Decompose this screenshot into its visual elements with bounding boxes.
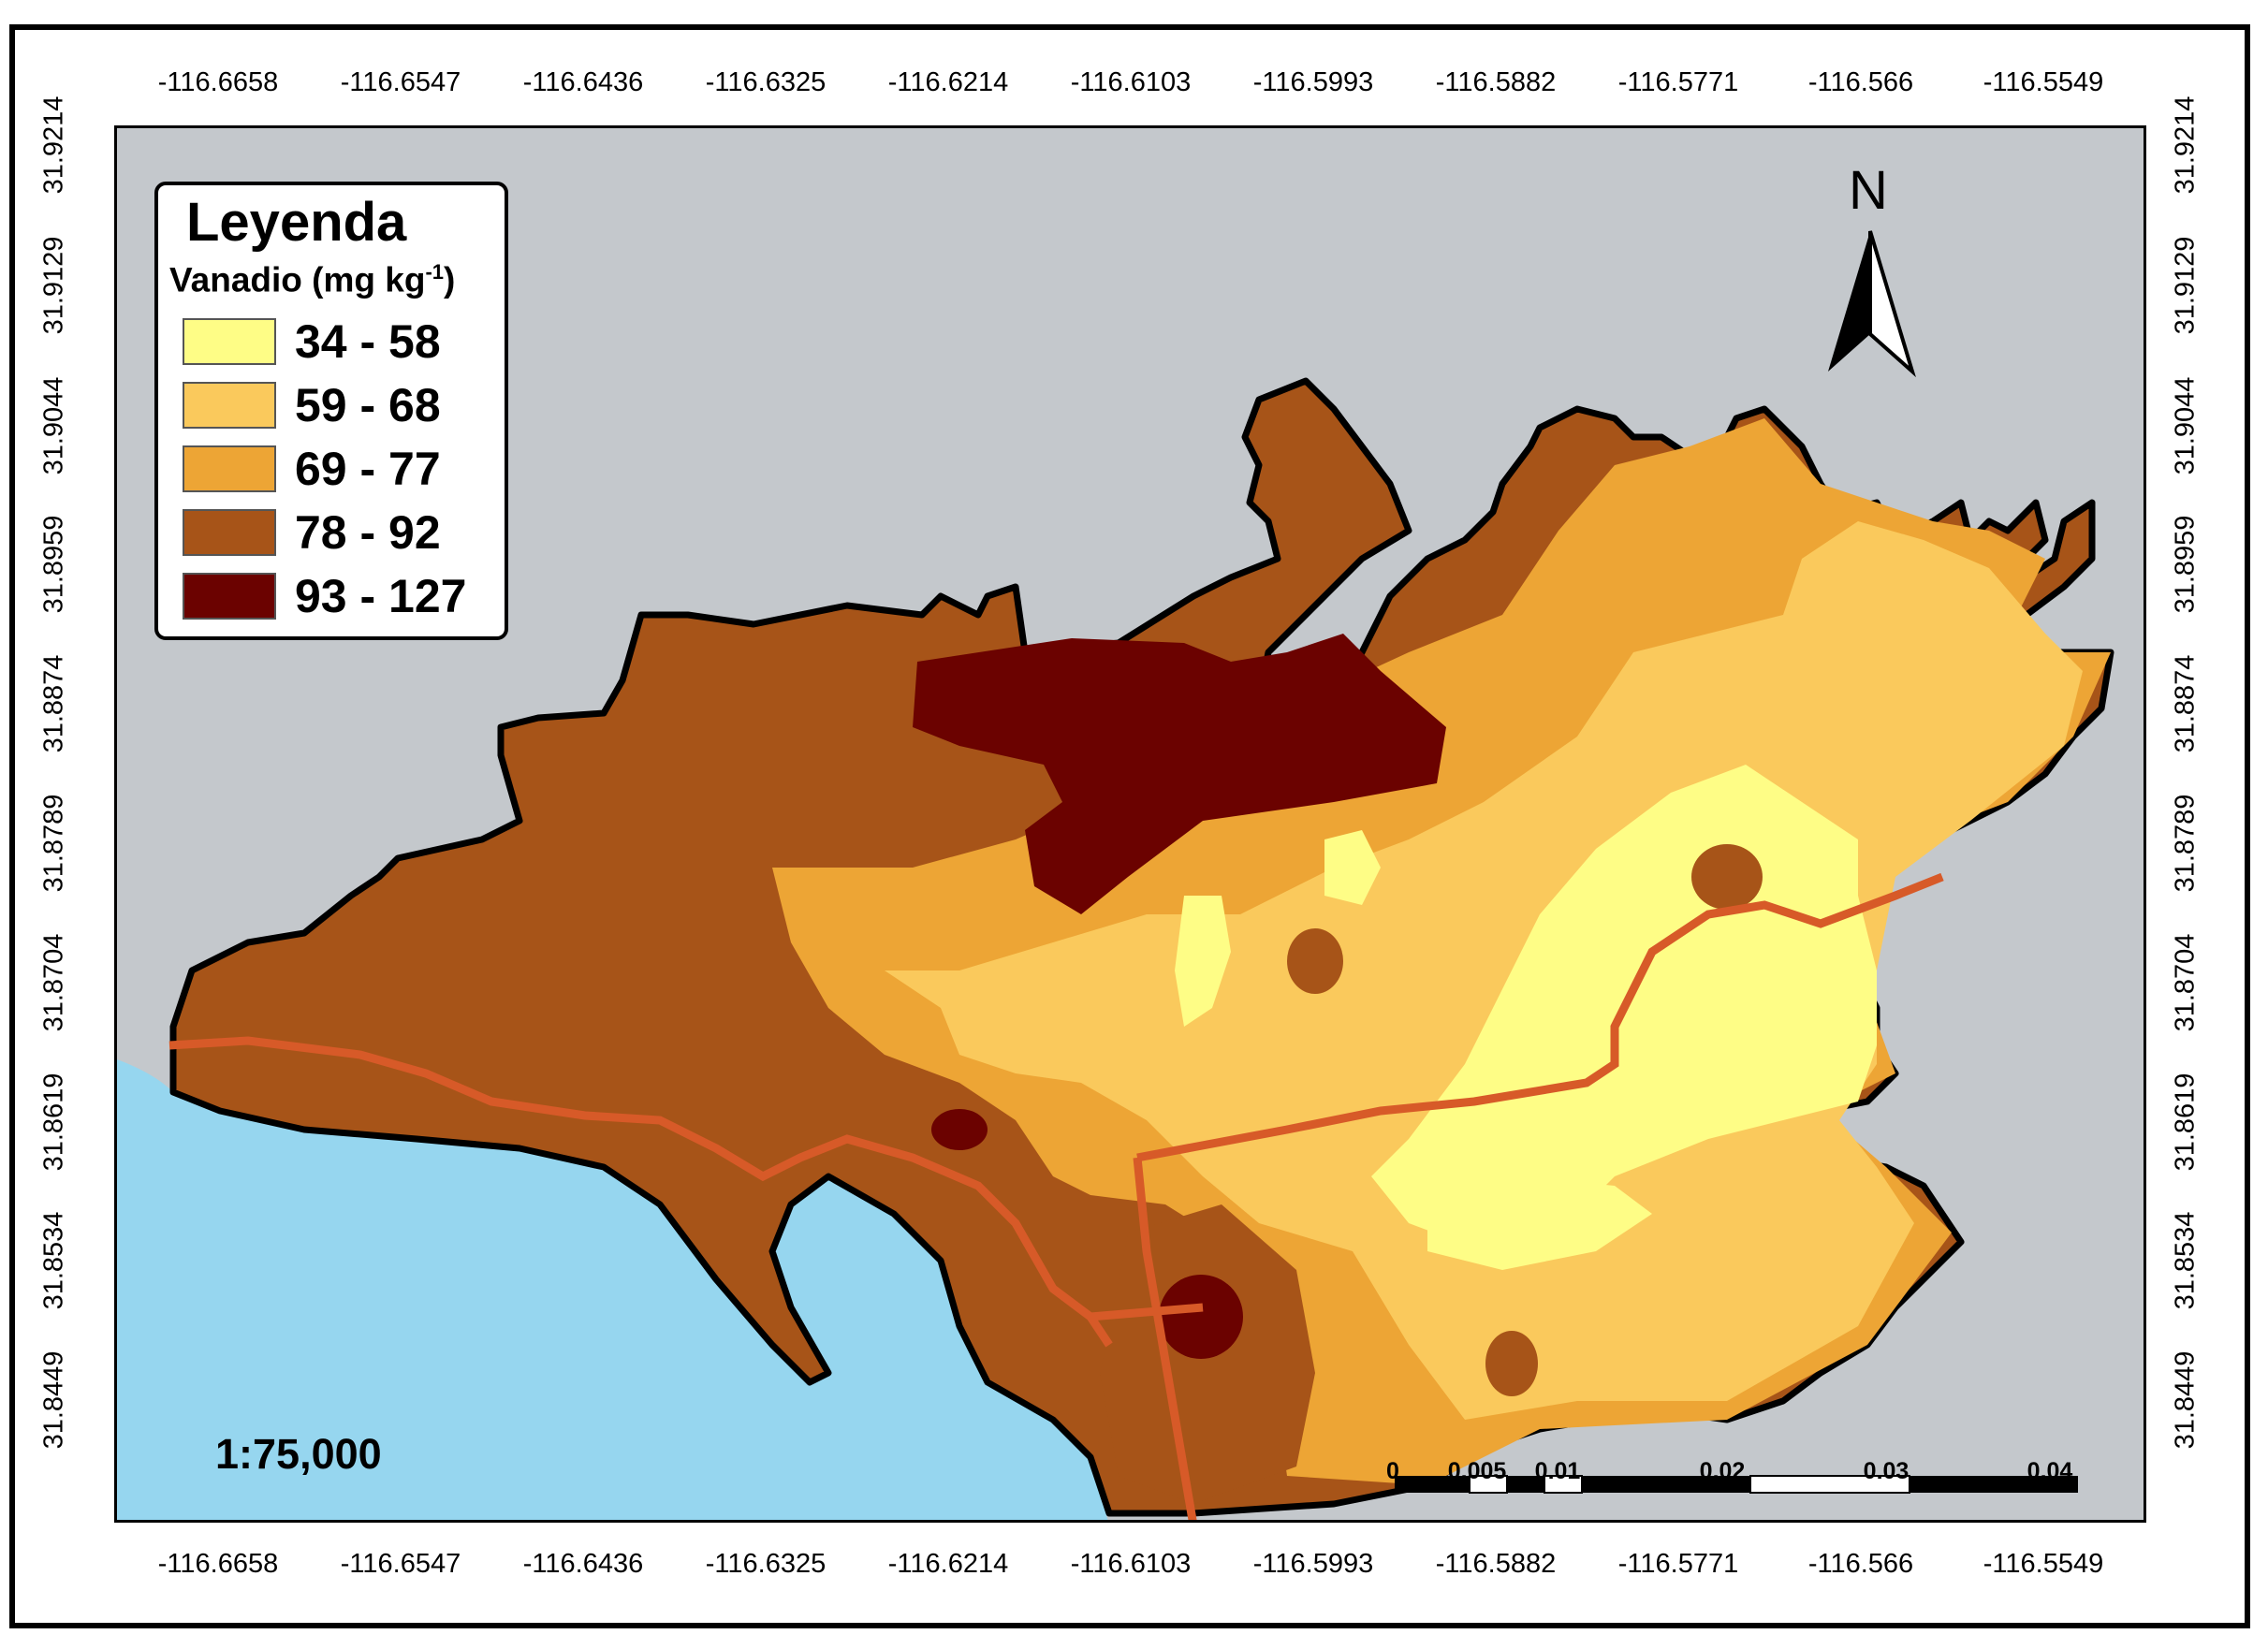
lat-tick-left: 31.8874	[38, 654, 69, 753]
lon-tick-top: -116.6103	[1070, 67, 1192, 97]
lon-tick-bottom: -116.5882	[1435, 1549, 1557, 1579]
ocean	[117, 1059, 1108, 1520]
north-arrow	[1828, 230, 1916, 378]
scalebar-label: 0.01	[1534, 1458, 1581, 1484]
lat-tick-right: 31.8789	[2170, 794, 2201, 893]
scalebar-label: 0.02	[1699, 1458, 1746, 1484]
legend-subtitle: Vanadio (mg kg-1)	[169, 260, 455, 299]
lat-tick-left: 31.8534	[38, 1211, 69, 1310]
legend-swatch	[183, 318, 276, 365]
legend-swatch	[183, 509, 276, 556]
scale-ratio: 1:75,000	[215, 1430, 382, 1478]
lon-tick-bottom: -116.6658	[157, 1549, 279, 1579]
lon-tick-bottom: -116.6103	[1070, 1549, 1192, 1579]
outer-frame	[9, 24, 2250, 1628]
legend-title: Leyenda	[186, 192, 407, 253]
lat-tick-right: 31.8534	[2170, 1211, 2201, 1310]
legend-swatch	[183, 382, 276, 429]
pocket-78-92-b	[1691, 844, 1763, 910]
scalebar-label: 0.04	[2027, 1458, 2073, 1484]
highway	[168, 872, 1944, 1520]
lat-tick-left: 31.9044	[38, 376, 69, 475]
lon-tick-bottom: -116.6214	[887, 1549, 1009, 1579]
legend-subtitle-text: Vanadio (mg kg	[169, 260, 426, 299]
lon-tick-bottom: -116.566	[1807, 1549, 1914, 1579]
scalebar-label: 0.005	[1447, 1458, 1507, 1484]
map-canvas	[117, 230, 2114, 1520]
legend-label: 93 - 127	[295, 570, 467, 622]
legend-swatch	[183, 573, 276, 620]
legend-swatch	[183, 445, 276, 492]
legend-label: 78 - 92	[295, 506, 441, 559]
lon-tick-top: -116.5882	[1435, 67, 1557, 97]
lon-tick-top: -116.6436	[522, 67, 644, 97]
zone-34-58-d	[1427, 1176, 1652, 1270]
lon-tick-top: -116.5993	[1252, 67, 1374, 97]
lon-tick-top: -116.6325	[705, 67, 827, 97]
map-frame[interactable]	[114, 125, 2146, 1523]
lon-tick-top: -116.5549	[1983, 67, 2104, 97]
lat-tick-right: 31.8874	[2170, 654, 2201, 753]
lon-tick-bottom: -116.5993	[1252, 1549, 1374, 1579]
zone-34-58-c	[1324, 830, 1381, 905]
legend-label: 59 - 68	[295, 379, 441, 431]
scalebar-label: 0.03	[1863, 1458, 1910, 1484]
lat-tick-right: 31.9044	[2170, 376, 2201, 475]
north-label: N	[1849, 160, 1888, 221]
lon-tick-bottom: -116.6436	[522, 1549, 644, 1579]
legend-label: 34 - 58	[295, 315, 441, 368]
lat-tick-right: 31.8704	[2170, 933, 2201, 1032]
lat-tick-right: 31.8449	[2170, 1350, 2201, 1450]
lon-tick-top: -116.6547	[340, 67, 461, 97]
lat-tick-left: 31.9214	[38, 95, 69, 195]
lat-tick-right: 31.8619	[2170, 1073, 2201, 1172]
pocket-78-92-a	[1287, 928, 1343, 994]
lat-tick-right: 31.8959	[2170, 515, 2201, 614]
legend-label: 69 - 77	[295, 443, 441, 495]
lon-tick-bottom: -116.5549	[1983, 1549, 2104, 1579]
lon-tick-top: -116.566	[1807, 67, 1914, 97]
lat-tick-left: 31.8619	[38, 1073, 69, 1172]
lon-tick-top: -116.6214	[887, 67, 1009, 97]
lat-tick-right: 31.9129	[2170, 236, 2201, 335]
zone-93-127-b	[1159, 1275, 1243, 1359]
lat-tick-left: 31.8959	[38, 515, 69, 614]
lat-tick-left: 31.9129	[38, 236, 69, 335]
scalebar-label: 0	[1386, 1458, 1399, 1484]
zone-59-68	[885, 521, 2083, 1420]
lat-tick-left: 31.8704	[38, 933, 69, 1032]
lon-tick-bottom: -116.5771	[1617, 1549, 1739, 1579]
lon-tick-top: -116.6658	[157, 67, 279, 97]
zone-34-58-b	[1175, 896, 1231, 1027]
lon-tick-top: -116.5771	[1617, 67, 1739, 97]
lon-tick-bottom: -116.6325	[705, 1549, 827, 1579]
lat-tick-left: 31.8449	[38, 1350, 69, 1450]
pocket-78-92-c	[1485, 1331, 1538, 1396]
lat-tick-right: 31.9214	[2170, 95, 2201, 195]
zone-93-127-a	[913, 634, 1446, 914]
lat-tick-left: 31.8789	[38, 794, 69, 893]
zone-93-127-c	[931, 1109, 988, 1150]
legend: Leyenda Vanadio (mg kg-1) 34 - 58 59 - 6…	[154, 182, 508, 640]
lon-tick-bottom: -116.6547	[340, 1549, 461, 1579]
legend-subtitle-end: )	[444, 260, 456, 299]
scalebar	[1395, 1475, 2078, 1494]
legend-subtitle-sup: -1	[425, 260, 444, 284]
